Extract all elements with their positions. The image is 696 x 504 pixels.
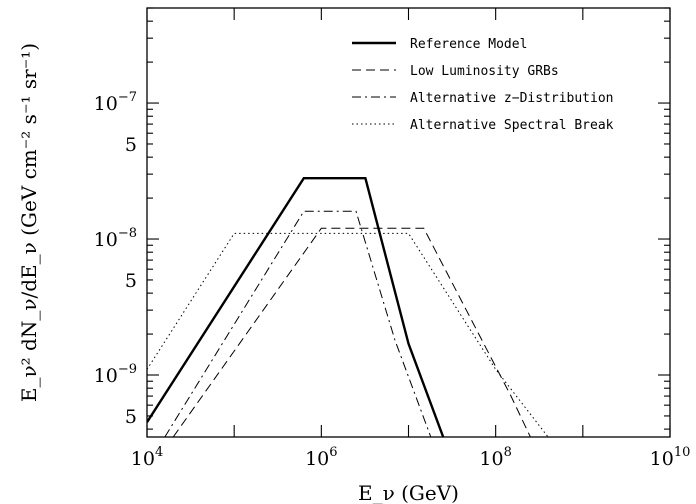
plot-frame xyxy=(146,7,671,438)
legend-label-3: Alternative z−Distribution xyxy=(410,91,614,106)
y-tick-label: 10−8 xyxy=(94,226,137,251)
x-axis-label: E_ν (GeV) xyxy=(358,481,459,504)
x-tick-label: 108 xyxy=(479,445,511,470)
tick-labels: 104 106 108 1010 10−7 5 10−8 5 10−9 5 xyxy=(94,90,691,470)
plot-lines xyxy=(147,176,549,437)
y-tick-label: 5 xyxy=(125,406,137,428)
y-tick-label: 10−9 xyxy=(94,362,137,387)
legend-label-2: Low Luminosity GRBs xyxy=(410,64,559,79)
series-line-1 xyxy=(147,176,445,437)
series-line-2 xyxy=(172,227,531,437)
axis-ticks xyxy=(146,7,671,437)
x-tick-label: 104 xyxy=(131,445,163,470)
series-line-3 xyxy=(164,210,432,437)
legend-label-4: Alternative Spectral Break xyxy=(410,118,614,133)
y-axis-label: E_ν² dN_ν/dE_ν (GeV cm⁻² s⁻¹ sr⁻¹) xyxy=(17,43,41,402)
y-tick-label: 10−7 xyxy=(94,90,137,115)
legend-label-1: Reference Model xyxy=(410,37,527,52)
legend: Reference Model Low Luminosity GRBs Altern… xyxy=(352,37,614,133)
x-tick-label: 106 xyxy=(305,445,337,470)
series-line-4 xyxy=(147,232,549,437)
y-tick-label: 5 xyxy=(125,270,137,292)
y-tick-label: 5 xyxy=(125,134,137,156)
x-tick-label: 1010 xyxy=(650,445,691,470)
